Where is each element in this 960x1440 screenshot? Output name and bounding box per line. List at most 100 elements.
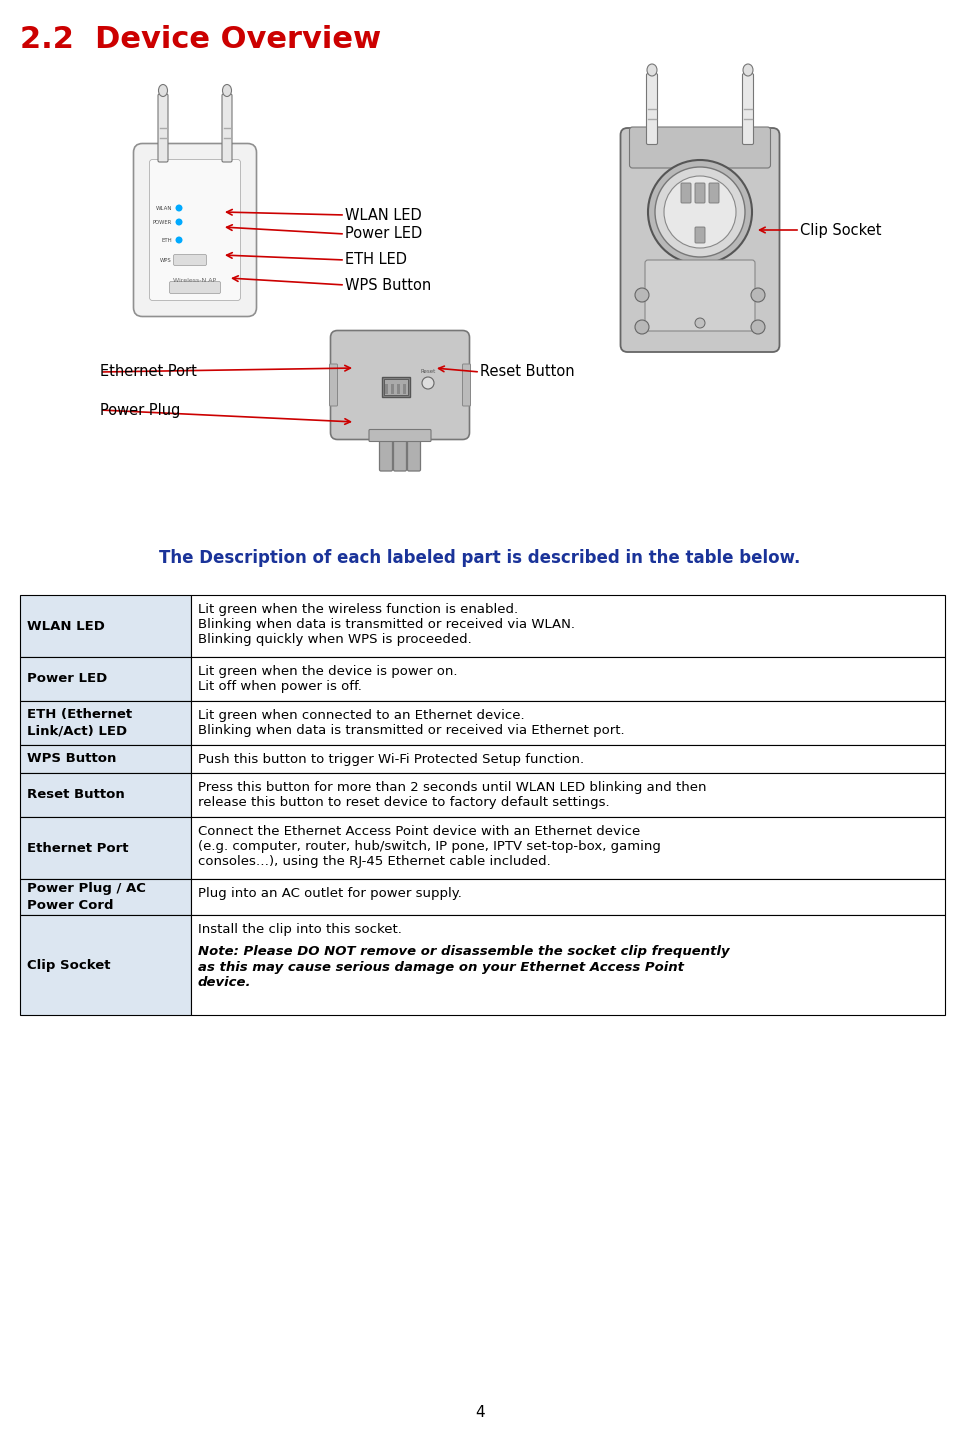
Circle shape bbox=[655, 167, 745, 256]
FancyBboxPatch shape bbox=[158, 94, 168, 161]
Text: Lit green when the device is power on.: Lit green when the device is power on. bbox=[198, 665, 458, 678]
FancyBboxPatch shape bbox=[463, 364, 470, 406]
Text: Push this button to trigger Wi-Fi Protected Setup function.: Push this button to trigger Wi-Fi Protec… bbox=[198, 753, 584, 766]
Text: Lit green when connected to an Ethernet device.: Lit green when connected to an Ethernet … bbox=[198, 708, 524, 721]
Bar bbox=[20, 773, 191, 816]
Circle shape bbox=[751, 320, 765, 334]
Text: Reset Button: Reset Button bbox=[480, 364, 575, 380]
Text: Blinking when data is transmitted or received via Ethernet port.: Blinking when data is transmitted or rec… bbox=[198, 724, 625, 737]
Text: (e.g. computer, router, hub/switch, IP pone, IPTV set-top-box, gaming: (e.g. computer, router, hub/switch, IP p… bbox=[198, 840, 660, 852]
Text: WPS Button: WPS Button bbox=[27, 753, 116, 766]
Text: The Description of each labeled part is described in the table below.: The Description of each labeled part is … bbox=[159, 549, 801, 567]
Circle shape bbox=[664, 176, 736, 248]
Bar bbox=[403, 384, 406, 395]
FancyBboxPatch shape bbox=[709, 183, 719, 203]
Circle shape bbox=[176, 204, 182, 212]
Circle shape bbox=[635, 320, 649, 334]
Bar bbox=[385, 384, 388, 395]
Bar bbox=[191, 657, 945, 701]
Circle shape bbox=[176, 219, 182, 226]
Ellipse shape bbox=[647, 63, 657, 76]
Circle shape bbox=[751, 288, 765, 302]
Text: Connect the Ethernet Access Point device with an Ethernet device: Connect the Ethernet Access Point device… bbox=[198, 825, 640, 838]
Bar bbox=[191, 701, 945, 744]
FancyBboxPatch shape bbox=[170, 281, 221, 294]
FancyBboxPatch shape bbox=[620, 128, 780, 351]
Bar bbox=[20, 595, 191, 657]
FancyBboxPatch shape bbox=[681, 183, 691, 203]
Text: Clip Socket: Clip Socket bbox=[800, 223, 881, 238]
Bar bbox=[191, 744, 945, 773]
Text: Power Plug: Power Plug bbox=[100, 403, 180, 418]
FancyBboxPatch shape bbox=[133, 144, 256, 317]
Text: Reset: Reset bbox=[420, 369, 436, 374]
Text: WLAN LED: WLAN LED bbox=[345, 207, 421, 223]
Text: 2.2  Device Overview: 2.2 Device Overview bbox=[20, 24, 381, 53]
Circle shape bbox=[695, 318, 705, 328]
Text: Lit green when the wireless function is enabled.: Lit green when the wireless function is … bbox=[198, 603, 518, 616]
Text: Install the clip into this socket.: Install the clip into this socket. bbox=[198, 923, 402, 936]
Text: ETH LED: ETH LED bbox=[345, 252, 407, 268]
Bar bbox=[382, 377, 410, 397]
FancyBboxPatch shape bbox=[695, 183, 705, 203]
Ellipse shape bbox=[158, 85, 167, 96]
Bar bbox=[20, 816, 191, 878]
Circle shape bbox=[422, 377, 434, 389]
Bar bbox=[391, 384, 394, 395]
Text: WPS: WPS bbox=[160, 258, 172, 262]
Text: release this button to reset device to factory default settings.: release this button to reset device to f… bbox=[198, 796, 610, 809]
FancyBboxPatch shape bbox=[379, 433, 393, 471]
Text: as this may cause serious damage on your Ethernet Access Point: as this may cause serious damage on your… bbox=[198, 960, 684, 973]
FancyBboxPatch shape bbox=[369, 429, 431, 442]
FancyBboxPatch shape bbox=[394, 433, 406, 471]
Bar bbox=[191, 773, 945, 816]
Bar bbox=[191, 595, 945, 657]
Bar bbox=[191, 878, 945, 914]
FancyBboxPatch shape bbox=[645, 261, 755, 331]
Bar bbox=[20, 701, 191, 744]
Text: Wireless-N AP: Wireless-N AP bbox=[174, 278, 217, 282]
Bar bbox=[191, 914, 945, 1015]
Text: Blinking when data is transmitted or received via WLAN.: Blinking when data is transmitted or rec… bbox=[198, 618, 575, 631]
Text: device.: device. bbox=[198, 975, 252, 988]
Text: 4: 4 bbox=[475, 1405, 485, 1420]
Bar bbox=[20, 657, 191, 701]
Ellipse shape bbox=[743, 63, 753, 76]
Bar bbox=[20, 878, 191, 914]
FancyBboxPatch shape bbox=[646, 73, 658, 144]
Text: Reset Button: Reset Button bbox=[27, 789, 125, 802]
FancyBboxPatch shape bbox=[222, 94, 232, 161]
Text: ETH (Ethernet
Link/Act) LED: ETH (Ethernet Link/Act) LED bbox=[27, 708, 132, 737]
Text: Power LED: Power LED bbox=[27, 672, 108, 685]
Circle shape bbox=[635, 288, 649, 302]
Bar bbox=[191, 816, 945, 878]
Ellipse shape bbox=[223, 85, 231, 96]
Text: Plug into an AC outlet for power supply.: Plug into an AC outlet for power supply. bbox=[198, 887, 462, 900]
Text: consoles…), using the RJ-45 Ethernet cable included.: consoles…), using the RJ-45 Ethernet cab… bbox=[198, 855, 551, 868]
Text: WPS Button: WPS Button bbox=[345, 278, 431, 292]
Circle shape bbox=[648, 160, 752, 264]
Bar bbox=[20, 744, 191, 773]
Circle shape bbox=[176, 236, 182, 243]
Text: Press this button for more than 2 seconds until WLAN LED blinking and then: Press this button for more than 2 second… bbox=[198, 780, 707, 793]
Bar bbox=[20, 914, 191, 1015]
Text: Ethernet Port: Ethernet Port bbox=[100, 364, 197, 380]
Text: WLAN LED: WLAN LED bbox=[27, 619, 105, 632]
Text: WLAN: WLAN bbox=[156, 206, 172, 210]
FancyBboxPatch shape bbox=[742, 73, 754, 144]
Text: Power LED: Power LED bbox=[345, 226, 422, 242]
Bar bbox=[384, 379, 408, 395]
Text: Ethernet Port: Ethernet Port bbox=[27, 841, 129, 854]
Bar bbox=[397, 384, 400, 395]
FancyBboxPatch shape bbox=[695, 228, 705, 243]
Text: Note: Please DO NOT remove or disassemble the socket clip frequently: Note: Please DO NOT remove or disassembl… bbox=[198, 946, 730, 959]
Text: Blinking quickly when WPS is proceeded.: Blinking quickly when WPS is proceeded. bbox=[198, 634, 471, 647]
Text: POWER: POWER bbox=[153, 219, 172, 225]
Text: Clip Socket: Clip Socket bbox=[27, 959, 110, 972]
FancyBboxPatch shape bbox=[174, 255, 206, 265]
FancyBboxPatch shape bbox=[407, 433, 420, 471]
FancyBboxPatch shape bbox=[329, 364, 338, 406]
FancyBboxPatch shape bbox=[150, 160, 241, 301]
Text: Lit off when power is off.: Lit off when power is off. bbox=[198, 680, 362, 693]
Text: Power Plug / AC
Power Cord: Power Plug / AC Power Cord bbox=[27, 881, 146, 912]
